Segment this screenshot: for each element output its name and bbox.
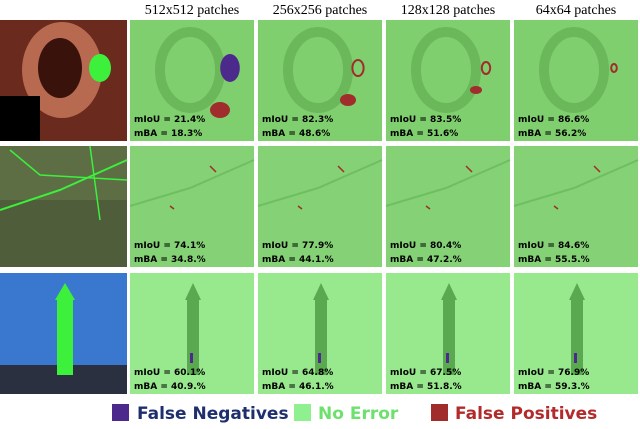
- background: [514, 20, 638, 141]
- result-image: [385, 146, 511, 267]
- error: [318, 353, 321, 363]
- mba-label: mBA = 46.1.%: [262, 382, 334, 392]
- mba-label: mBA = 59.3.%: [518, 382, 590, 392]
- error: [297, 165, 345, 210]
- column-header: 128x128 patches: [401, 3, 495, 18]
- mask: [0, 96, 40, 141]
- miou-label: mIoU = 82.3%: [262, 115, 333, 125]
- road: [385, 159, 511, 207]
- miou-label: mIoU = 64.8%: [262, 368, 333, 378]
- images: [0, 20, 639, 394]
- mba-label: mBA = 51.6%: [390, 129, 458, 139]
- road: [0, 159, 128, 211]
- polyp: [89, 54, 111, 82]
- background: [386, 146, 510, 267]
- legend-label: False Negatives: [137, 404, 289, 424]
- field: [0, 200, 127, 267]
- miou-label: mIoU = 83.5%: [390, 115, 461, 125]
- result-image: [258, 20, 382, 141]
- result-image: [514, 20, 638, 141]
- mba-label: mBA = 48.6%: [262, 129, 330, 139]
- mba-label: mBA = 34.8.%: [134, 255, 206, 265]
- error: [446, 353, 449, 363]
- column-header: 64x64 patches: [536, 3, 616, 18]
- error: [169, 165, 217, 210]
- road: [257, 159, 383, 207]
- legend-swatch: [112, 404, 129, 421]
- road: [513, 159, 639, 207]
- result-image: [257, 146, 383, 267]
- miou-label: mIoU = 60.1%: [134, 368, 205, 378]
- mba-label: mBA = 47.2.%: [390, 255, 462, 265]
- mba-label: mBA = 40.9.%: [134, 382, 206, 392]
- background: [386, 20, 510, 141]
- tower-top: [441, 283, 457, 300]
- result-image: [386, 273, 510, 394]
- legend-swatch: [431, 404, 448, 421]
- lumen: [539, 27, 609, 113]
- error: [351, 59, 365, 77]
- background: [258, 146, 382, 267]
- legend-label: No Error: [318, 404, 399, 424]
- lumen: [283, 27, 353, 113]
- tower: [571, 300, 583, 375]
- input-image: [0, 145, 128, 267]
- result-image: [258, 273, 382, 394]
- error: [480, 61, 492, 75]
- mba-label: mBA = 18.3%: [134, 129, 202, 139]
- error: [470, 86, 482, 94]
- tower-top: [569, 283, 585, 300]
- column-header: 256x256 patches: [273, 3, 367, 18]
- legend-swatch: [294, 404, 311, 421]
- tower-top: [55, 283, 75, 300]
- mba-label: mBA = 56.2%: [518, 129, 586, 139]
- miou-label: mIoU = 77.9%: [262, 241, 333, 251]
- error: [340, 94, 356, 106]
- tower: [443, 300, 455, 375]
- tower: [57, 300, 73, 375]
- error: [610, 63, 618, 73]
- miou-label: mIoU = 74.1%: [134, 241, 205, 251]
- error: [220, 54, 240, 82]
- texts: 512x512 patches 256x256 patches 128x128 pa…: [134, 3, 616, 392]
- lumen: [411, 27, 481, 113]
- result-image: [514, 273, 638, 394]
- mba-label: mBA = 44.1.%: [262, 255, 334, 265]
- miou-label: mIoU = 67.5%: [390, 368, 461, 378]
- error: [574, 353, 577, 363]
- lumen: [38, 38, 82, 98]
- road: [129, 159, 255, 207]
- result-image: [130, 20, 254, 141]
- result-image: [130, 273, 254, 394]
- tower: [315, 300, 327, 375]
- road: [9, 145, 128, 221]
- input-image: [0, 273, 127, 394]
- error: [425, 165, 473, 210]
- input-image: [0, 20, 127, 141]
- error: [190, 353, 193, 363]
- error: [553, 165, 601, 210]
- tower-top: [185, 283, 201, 300]
- miou-label: mIoU = 86.6%: [518, 115, 589, 125]
- miou-label: mIoU = 84.6%: [518, 241, 589, 251]
- tower: [187, 300, 199, 375]
- mba-label: mBA = 51.8.%: [390, 382, 462, 392]
- result-image: [513, 146, 639, 267]
- column-header: 512x512 patches: [145, 3, 239, 18]
- tower-top: [313, 283, 329, 300]
- miou-label: mIoU = 76.9%: [518, 368, 589, 378]
- background: [130, 146, 254, 267]
- result-image: [129, 146, 255, 267]
- background: [258, 20, 382, 141]
- mba-label: mBA = 55.5.%: [518, 255, 590, 265]
- legend-label: False Positives: [455, 404, 597, 424]
- error: [210, 102, 230, 118]
- result-image: [386, 20, 510, 141]
- lumen: [155, 27, 225, 113]
- background: [514, 146, 638, 267]
- miou-label: mIoU = 80.4%: [390, 241, 461, 251]
- miou-label: mIoU = 21.4%: [134, 115, 205, 125]
